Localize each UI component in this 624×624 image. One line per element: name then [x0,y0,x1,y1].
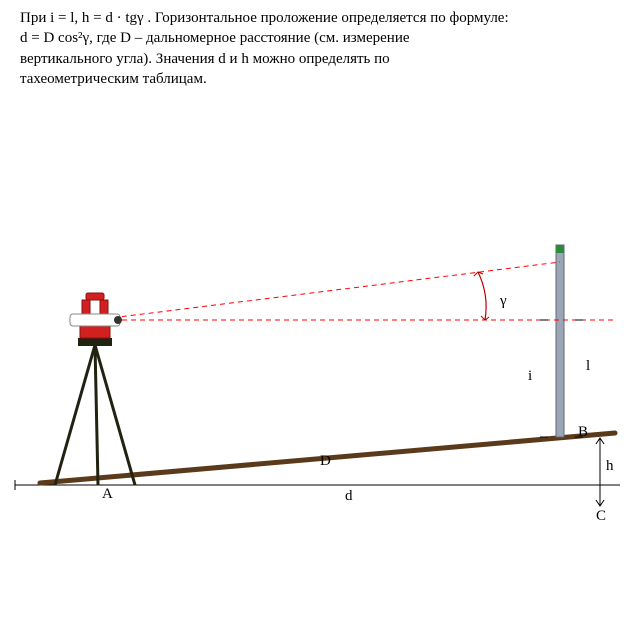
label-C: C [596,508,606,524]
sight-line-inclined [95,262,560,320]
label-gamma: γ [499,293,507,309]
label-l: l [586,358,590,374]
label-A: A [102,486,113,502]
label-B: B [578,424,588,440]
leveling-rod [556,245,564,437]
label-D: D [320,453,331,469]
rod-cap [556,245,564,253]
surveying-diagram: γ i l B D d h C A [0,0,624,624]
angle-arc [478,272,486,320]
label-h: h [606,458,614,474]
label-i: i [528,368,532,384]
instrument-icon [55,293,135,485]
label-d: d [345,488,353,504]
